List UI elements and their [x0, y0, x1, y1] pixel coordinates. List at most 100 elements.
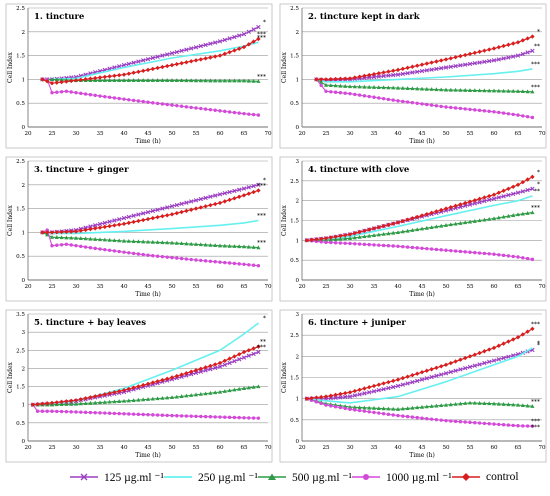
- data-point: [506, 213, 511, 218]
- data-point: [472, 400, 477, 405]
- data-point: [155, 207, 160, 212]
- data-point: [439, 104, 443, 109]
- data-point: [520, 211, 525, 216]
- data-point: [482, 48, 487, 53]
- data-point: [395, 230, 401, 234]
- data-point: [256, 182, 261, 187]
- data-point: [241, 244, 247, 249]
- data-point: [487, 252, 491, 256]
- data-point: [376, 388, 381, 393]
- data-point: [64, 399, 69, 404]
- data-point: [141, 252, 145, 257]
- data-point: [213, 260, 217, 264]
- data-point: [347, 404, 353, 409]
- data-point: [160, 206, 165, 211]
- data-point: [222, 243, 227, 248]
- data-point: [357, 392, 362, 397]
- data-point: [515, 402, 521, 407]
- data-point: [155, 254, 160, 258]
- data-point: [189, 257, 193, 262]
- x-tick-label: 60: [216, 284, 224, 290]
- data-point: [395, 72, 401, 77]
- data-point: [511, 353, 516, 358]
- legend-label-125: 125 µg.ml ⁻¹: [104, 472, 164, 484]
- data-point: [184, 257, 189, 261]
- data-point: [347, 390, 353, 395]
- data-point: [83, 225, 88, 230]
- data-point: [79, 244, 83, 249]
- data-point: [160, 53, 165, 58]
- data-point: [165, 205, 170, 210]
- data-point: [515, 182, 521, 187]
- x-tick-label: 70: [538, 131, 546, 137]
- y-axis-title: Cell Index: [281, 361, 288, 393]
- data-point: [93, 410, 97, 415]
- data-point: [400, 382, 405, 387]
- data-point: [88, 224, 93, 229]
- data-point: [386, 244, 391, 248]
- data-point: [506, 339, 511, 344]
- x-tick-label: 30: [72, 284, 80, 290]
- data-point: [227, 261, 232, 265]
- x-tick-label: 35: [96, 131, 104, 137]
- data-point: [376, 71, 381, 76]
- x-tick-label: 70: [264, 445, 272, 451]
- data-point: [506, 192, 511, 198]
- x-tick-label: 50: [168, 131, 176, 137]
- data-point: [160, 377, 165, 383]
- y-tick-label: 2.5: [290, 179, 299, 185]
- data-point: [530, 48, 535, 54]
- data-point: [107, 399, 112, 404]
- data-point: [189, 59, 194, 64]
- data-point: [477, 401, 482, 405]
- data-point: [131, 78, 136, 82]
- x-tick-label: 60: [216, 131, 224, 137]
- data-point: [189, 393, 194, 397]
- data-point: [386, 406, 391, 411]
- data-point: [525, 187, 530, 193]
- data-point: [352, 75, 357, 80]
- data-point: [343, 236, 348, 241]
- data-point: [395, 67, 401, 73]
- significance-annotation: *: [537, 342, 540, 349]
- panel-frame: [5, 156, 273, 302]
- significance-annotation: **: [260, 339, 266, 346]
- data-point: [213, 78, 218, 83]
- data-point: [515, 53, 521, 58]
- data-point: [434, 365, 439, 370]
- data-point: [97, 221, 103, 227]
- x-tick-label: 20: [298, 131, 306, 137]
- data-point: [482, 401, 487, 406]
- data-point: [343, 232, 348, 238]
- data-point: [400, 85, 405, 90]
- significance-annotation: *: [537, 29, 540, 36]
- x-tick-label: 65: [240, 131, 248, 137]
- data-point: [400, 218, 405, 224]
- x-tick-label: 50: [168, 445, 176, 451]
- data-point: [78, 401, 83, 406]
- data-point: [193, 45, 199, 50]
- data-point: [165, 78, 170, 82]
- data-point: [170, 255, 174, 260]
- data-point: [165, 63, 170, 69]
- data-point: [324, 240, 328, 245]
- data-point: [131, 398, 136, 402]
- data-point: [410, 372, 415, 378]
- data-point: [150, 208, 155, 214]
- data-point: [184, 414, 189, 418]
- data-point: [184, 200, 189, 205]
- data-point: [112, 78, 117, 82]
- panel-frame: [279, 309, 547, 463]
- data-point: [357, 229, 362, 235]
- data-point: [102, 392, 107, 397]
- data-point: [69, 243, 73, 247]
- data-point: [184, 241, 189, 246]
- data-point: [54, 235, 59, 239]
- data-point: [525, 424, 530, 428]
- panel-frame: [5, 3, 273, 149]
- data-point: [237, 244, 242, 249]
- data-point: [439, 66, 444, 71]
- data-point: [174, 394, 179, 399]
- x-axis-title: Time (h): [409, 138, 435, 145]
- data-point: [333, 76, 338, 82]
